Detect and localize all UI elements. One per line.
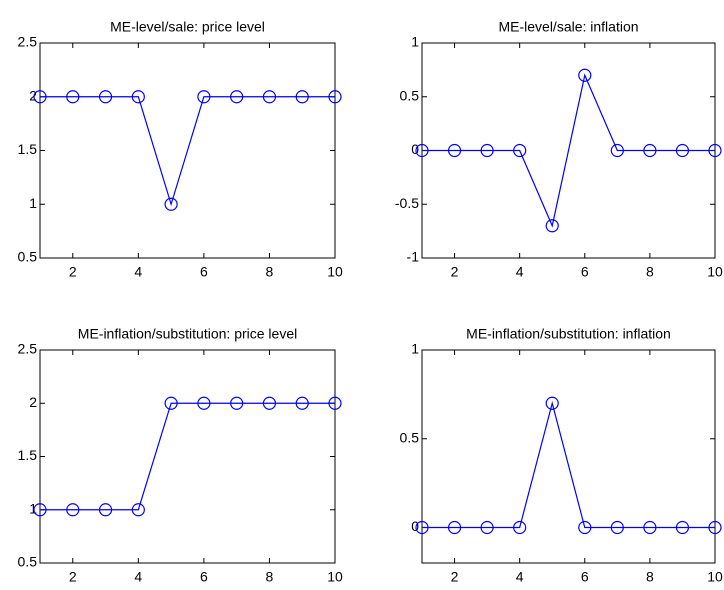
marker — [513, 520, 527, 535]
marker — [708, 143, 722, 158]
y-tick-label: 0 — [411, 518, 419, 534]
y-tick-label: 1 — [29, 500, 37, 516]
data-line — [422, 400, 715, 529]
marker — [98, 90, 113, 104]
marker — [164, 396, 178, 410]
y-tick-label: 1 — [411, 341, 419, 357]
y-tick-label: 0.5 — [18, 554, 38, 570]
data-line — [422, 73, 715, 228]
marker — [578, 520, 592, 535]
y-tick-label: 1.5 — [18, 141, 38, 157]
axes-box — [421, 349, 716, 564]
x-tick-label: 2 — [451, 264, 459, 280]
marker — [447, 520, 462, 535]
marker — [33, 90, 47, 104]
marker — [98, 503, 113, 517]
data-line — [40, 402, 335, 511]
y-tick-label: -0.5 — [395, 195, 419, 211]
marker — [480, 143, 494, 158]
x-tick-label: 6 — [200, 264, 208, 280]
marker — [328, 396, 342, 410]
subplot-title: ME-level/sale: inflation — [498, 19, 638, 35]
marker — [513, 143, 527, 158]
x-tick-label: 10 — [707, 264, 723, 280]
marker — [131, 503, 145, 517]
axes-box — [39, 349, 336, 564]
marker — [480, 520, 494, 535]
y-tick-label: 0.5 — [18, 249, 38, 265]
x-tick-label: 8 — [266, 569, 274, 585]
x-tick-label: 4 — [516, 264, 524, 280]
marker — [675, 520, 690, 535]
x-tick-label: 8 — [646, 264, 654, 280]
data-line — [40, 96, 335, 207]
y-tick-label: 2.5 — [18, 34, 38, 50]
marker — [447, 143, 462, 158]
marker — [262, 396, 277, 410]
marker — [66, 90, 80, 104]
x-tick-label: 10 — [327, 569, 343, 585]
y-tick-label: 0.5 — [400, 87, 420, 103]
marker — [262, 90, 277, 104]
y-tick-label: 1.5 — [18, 447, 38, 463]
marker — [164, 197, 178, 211]
y-tick-label: 0.5 — [400, 429, 420, 445]
marker — [66, 503, 80, 517]
marker — [295, 90, 309, 104]
y-tick-label: 1 — [29, 195, 37, 211]
y-tick-label: 2 — [29, 394, 37, 410]
y-tick-label: 1 — [411, 34, 419, 50]
marker — [545, 219, 559, 233]
marker — [131, 90, 145, 104]
y-tick-label: -1 — [407, 249, 420, 265]
x-tick-label: 6 — [581, 569, 589, 585]
subplot-title: ME-level/sale: price level — [110, 19, 265, 35]
marker — [33, 503, 47, 517]
marker — [643, 143, 657, 158]
marker — [328, 90, 342, 104]
x-tick-label: 2 — [451, 569, 459, 585]
x-tick-label: 2 — [69, 264, 77, 280]
marker — [295, 396, 309, 410]
y-tick-label: 0 — [411, 141, 419, 157]
marker — [197, 396, 211, 410]
marker — [708, 520, 722, 535]
marker — [545, 396, 559, 410]
x-tick-label: 10 — [327, 264, 343, 280]
y-tick-label: 2 — [29, 87, 37, 103]
marker — [415, 143, 429, 158]
y-tick-label: 2.5 — [18, 341, 38, 357]
subplot-title: ME-inflation/substitution: price level — [78, 326, 297, 342]
x-tick-label: 6 — [581, 264, 589, 280]
marker — [230, 90, 244, 104]
marker — [675, 143, 690, 158]
x-tick-label: 10 — [707, 569, 723, 585]
marker — [578, 68, 592, 82]
x-tick-label: 8 — [646, 569, 654, 585]
marker — [415, 520, 429, 535]
x-tick-label: 4 — [516, 569, 524, 585]
x-tick-label: 4 — [134, 569, 142, 585]
x-tick-label: 2 — [69, 569, 77, 585]
marker — [230, 396, 244, 410]
subplot-title: ME-inflation/substitution: inflation — [466, 326, 671, 342]
marker — [197, 90, 211, 104]
marker — [610, 143, 624, 158]
x-tick-label: 4 — [134, 264, 142, 280]
x-tick-label: 8 — [266, 264, 274, 280]
x-tick-label: 6 — [200, 569, 208, 585]
marker — [610, 520, 624, 535]
marker — [643, 520, 657, 535]
